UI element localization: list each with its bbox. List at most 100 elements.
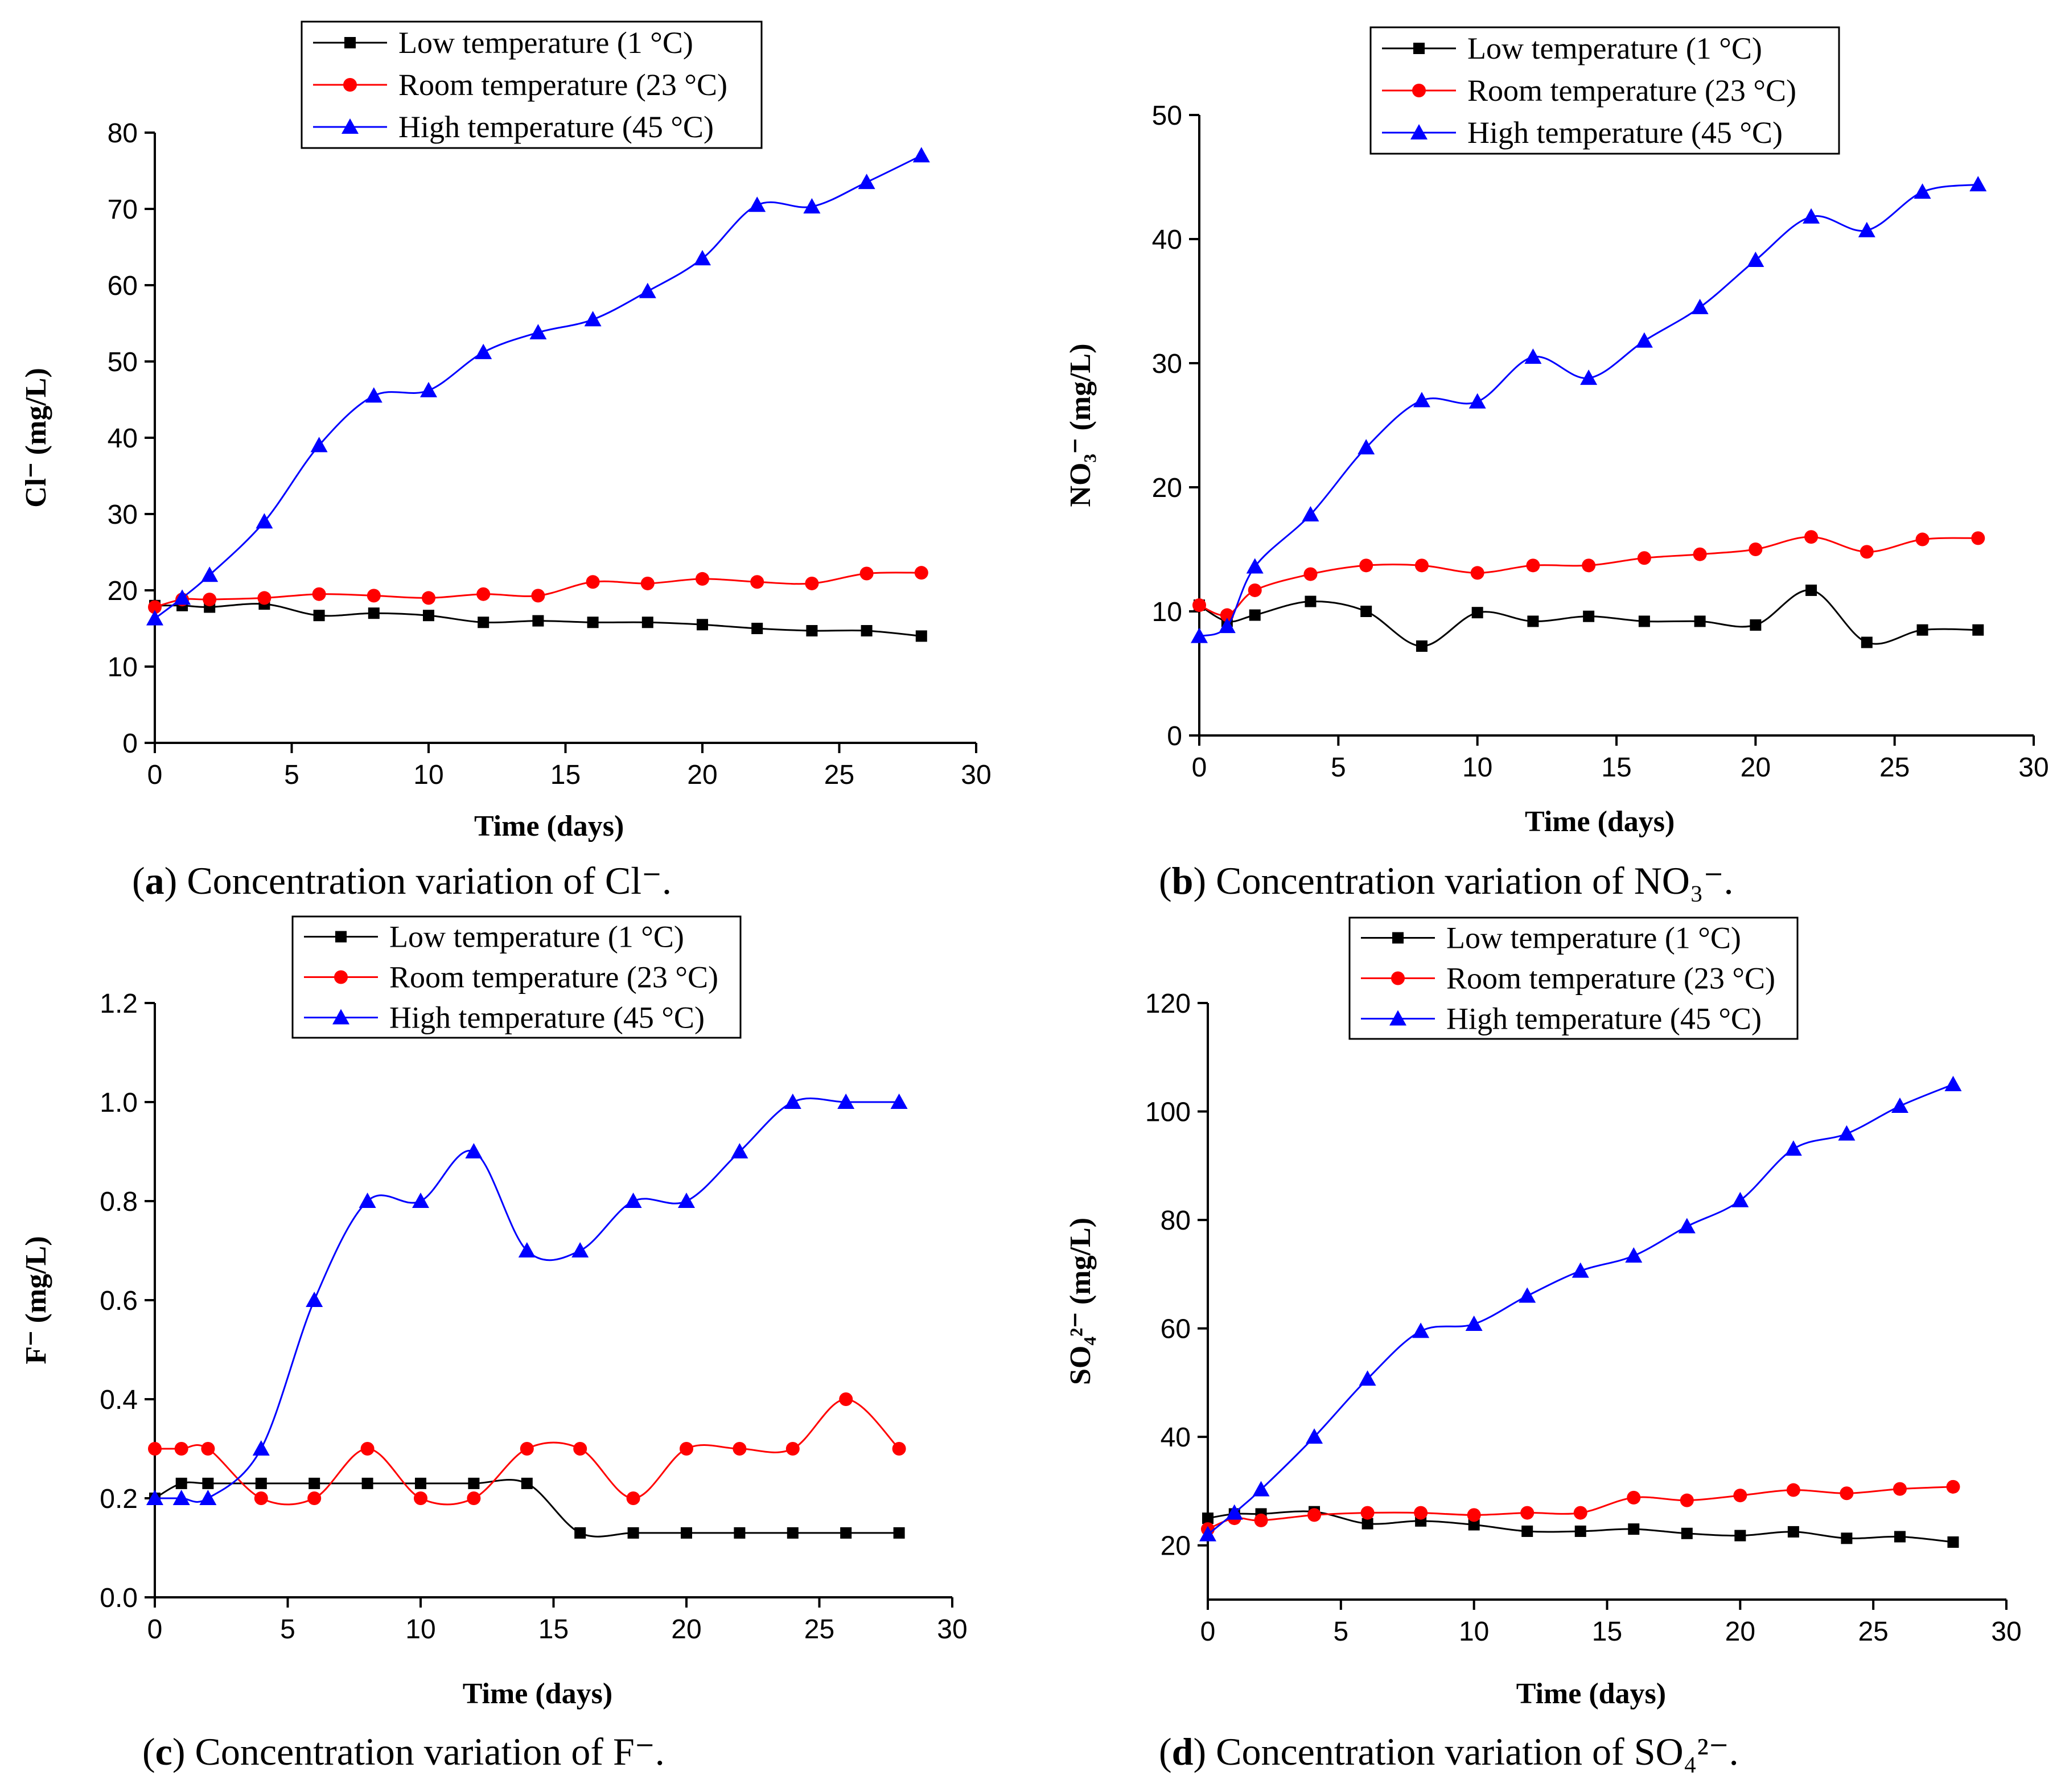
series-square [1194,584,1984,652]
y-tick-label: 30 [1152,349,1182,379]
legend-marker [1413,43,1425,54]
data-point [312,587,326,601]
panel-d: 0 5 10 15 20 25 30 20 40 60 80 100 120 Time (days) SO₄… [1064,916,2022,1773]
data-point [518,1242,536,1257]
caption: (a) Concentration variation of Cl⁻. [132,859,672,902]
data-point [532,615,544,627]
data-point [146,1490,163,1505]
data-point [359,1193,376,1208]
data-point [1749,542,1763,556]
data-point [531,589,545,603]
data-point [414,1491,427,1505]
caption-text: Concentration variation of F⁻. [195,1730,665,1773]
data-point [627,1527,639,1539]
data-point [859,566,874,581]
data-point [1218,618,1236,634]
data-point [1628,1523,1640,1535]
x-tick-label: 30 [961,760,991,790]
data-point [641,616,653,628]
data-point [731,1143,748,1158]
series-line [1199,536,1978,616]
y-tick-label: 20 [1152,473,1182,503]
series-square [149,1477,905,1539]
data-point [1858,221,1875,237]
data-point [520,1442,534,1456]
data-point [254,1491,268,1505]
legend-label: Room temperature (23 °C) [389,960,718,994]
y-axis-label: SO₄²⁻ (mg/L) [1064,1218,1097,1385]
data-point [1305,595,1317,607]
legend-label: Room temperature (23 °C) [1446,961,1775,996]
data-point [252,1440,270,1456]
x-tick-label: 15 [1601,753,1631,783]
y-tick-label: 60 [1161,1314,1191,1345]
series-triangle [1191,176,1987,643]
data-point [1360,606,1372,617]
x-tick-label: 20 [1725,1617,1755,1647]
data-point [1524,348,1542,364]
series-line [154,572,922,608]
caption: (b) Concentration variation of NO₃⁻. [1159,859,1734,902]
data-point [1784,1140,1802,1156]
data-point [1527,615,1539,627]
data-point [1580,369,1598,385]
data-point [1891,1098,1908,1113]
data-point [748,196,766,212]
data-point [1733,1489,1747,1503]
legend: Low temperature (1 °C) Room temperature (… [1348,916,1799,1040]
data-point [1694,615,1706,627]
data-point [360,1442,375,1456]
data-point [1582,558,1596,573]
data-point [1947,1536,1959,1548]
legend-label: Room temperature (23 °C) [1467,73,1796,108]
data-point [148,600,162,614]
caption-text: Concentration variation of NO₃⁻. [1216,859,1733,902]
data-point [915,630,927,642]
data-point [1944,1075,1962,1091]
data-point [584,311,602,327]
data-point [1573,1506,1587,1520]
data-point [1860,545,1874,559]
data-point [1750,619,1762,631]
data-point [784,1094,801,1109]
data-point [1220,608,1234,622]
data-point [733,1442,747,1456]
x-tick-label: 25 [824,760,854,790]
data-point [1861,636,1873,648]
data-point [694,250,711,266]
x-tick-label: 25 [1858,1617,1888,1647]
caption: (c) Concentration variation of F⁻. [142,1730,665,1773]
series-circle [1192,530,1985,622]
x-tick-label: 20 [687,760,717,790]
y-tick-label: 120 [1145,989,1191,1019]
data-point [861,625,873,637]
caption-letter: b [1172,859,1194,902]
data-point [890,1094,908,1109]
caption-open-paren: ( [1159,859,1172,902]
data-point [1526,558,1540,573]
data-point [1359,558,1373,573]
caption-letter: d [1172,1730,1194,1773]
data-point [892,1442,906,1456]
legend-label: Low temperature (1 °C) [1446,921,1741,955]
y-axis-label: Cl⁻ (mg/L) [20,368,52,508]
data-point [858,174,875,190]
data-point [1191,627,1208,643]
y-tick-label: 0.0 [100,1583,138,1613]
data-point [361,1477,373,1489]
data-point [734,1527,746,1539]
data-point [678,1193,695,1208]
y-tick-label: 50 [1152,101,1182,131]
y-tick-label: 0.4 [100,1385,138,1415]
data-point [478,616,489,628]
legend-marker [1391,971,1405,985]
data-point [1969,176,1987,192]
data-point [1734,1530,1746,1542]
data-point [1747,252,1764,268]
data-point [521,1477,533,1489]
data-point [306,1292,323,1307]
legend-marker [344,37,356,48]
caption-text: Concentration variation of SO₄²⁻. [1216,1730,1738,1773]
data-point [1914,183,1931,199]
data-point [1637,551,1651,565]
